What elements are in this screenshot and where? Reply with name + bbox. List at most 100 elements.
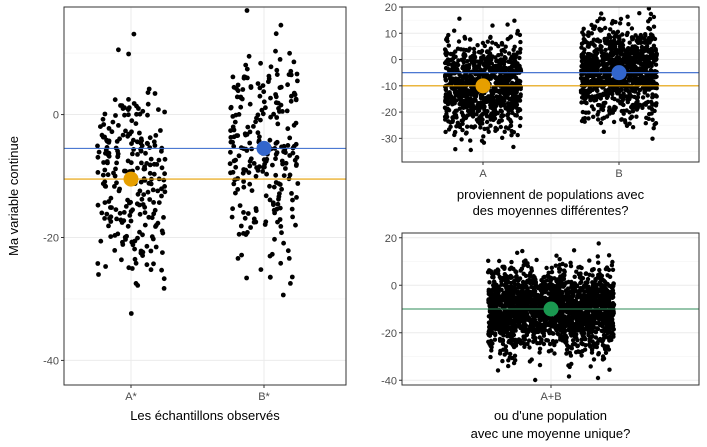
data-point — [228, 135, 234, 140]
data-point — [230, 124, 236, 130]
data-point — [644, 115, 649, 121]
data-point — [104, 159, 110, 164]
data-point — [609, 42, 615, 47]
data-point — [579, 58, 585, 64]
data-point — [537, 300, 542, 306]
data-point — [479, 57, 485, 62]
data-point — [564, 335, 569, 340]
data-point — [295, 181, 301, 186]
data-point — [247, 181, 253, 187]
data-point — [566, 363, 571, 368]
data-point — [493, 41, 499, 47]
data-point — [503, 318, 508, 323]
data-point — [596, 241, 601, 246]
data-point — [548, 279, 553, 284]
data-point — [505, 67, 511, 72]
data-point — [596, 260, 601, 265]
data-point — [113, 166, 118, 172]
data-point — [533, 277, 538, 282]
data-point — [280, 292, 286, 298]
data-point — [278, 102, 284, 108]
data-point — [579, 340, 584, 346]
data-point — [468, 138, 473, 143]
data-point — [552, 351, 557, 356]
data-point — [233, 112, 239, 118]
data-point — [248, 84, 254, 89]
data-point — [148, 267, 154, 273]
data-point — [510, 80, 515, 86]
data-point — [570, 338, 576, 343]
data-point — [606, 347, 612, 352]
data-point — [275, 201, 281, 207]
data-point — [117, 210, 123, 216]
data-point — [106, 199, 112, 204]
data-point — [294, 195, 299, 200]
data-point — [126, 105, 132, 111]
data-point — [525, 263, 531, 269]
data-point — [504, 285, 509, 291]
data-point — [133, 260, 139, 266]
data-point — [247, 101, 253, 107]
data-point — [496, 300, 501, 305]
data-point — [581, 329, 586, 334]
data-point — [159, 193, 164, 199]
data-point — [533, 377, 538, 383]
data-point — [511, 266, 516, 272]
data-point — [599, 11, 604, 16]
data-point — [285, 248, 291, 254]
points-layer — [442, 7, 660, 153]
data-point — [148, 248, 154, 254]
data-point — [561, 284, 566, 289]
data-point — [595, 67, 600, 73]
data-point — [510, 323, 515, 328]
data-point — [506, 363, 511, 369]
data-point — [553, 326, 558, 331]
data-point — [502, 129, 507, 134]
data-point — [586, 116, 591, 121]
data-point — [130, 151, 135, 157]
data-point — [495, 58, 500, 63]
data-point — [497, 338, 503, 343]
data-point — [116, 47, 121, 53]
data-point — [619, 117, 624, 122]
data-point — [486, 129, 491, 134]
data-point — [507, 35, 513, 40]
y-tick-label: -10 — [381, 81, 397, 93]
data-point — [475, 109, 481, 114]
data-point — [138, 179, 144, 185]
data-point — [600, 58, 605, 64]
data-point — [255, 130, 261, 136]
data-point — [517, 123, 523, 129]
data-point — [467, 73, 473, 78]
data-point — [593, 312, 598, 318]
data-point — [598, 336, 603, 342]
data-point — [144, 262, 150, 268]
data-point — [500, 135, 505, 140]
data-point — [573, 325, 578, 330]
data-point — [563, 263, 568, 268]
data-point — [601, 343, 607, 349]
data-point — [485, 270, 491, 275]
data-point — [132, 246, 138, 252]
data-point — [599, 283, 605, 288]
data-point — [508, 123, 513, 129]
data-point — [587, 258, 592, 263]
data-point — [607, 274, 613, 279]
x-tick-label: B* — [258, 391, 270, 403]
data-point — [654, 101, 659, 106]
data-point — [654, 56, 659, 62]
data-point — [285, 143, 291, 148]
data-point — [270, 162, 275, 168]
data-point — [479, 115, 484, 121]
data-point — [158, 128, 163, 133]
data-point — [248, 225, 254, 230]
data-point — [610, 62, 615, 67]
data-point — [535, 292, 540, 298]
data-point — [464, 97, 469, 102]
data-point — [244, 66, 250, 72]
data-point — [273, 180, 279, 185]
data-point — [133, 121, 139, 126]
data-point — [643, 38, 648, 43]
data-point — [477, 63, 482, 68]
data-point — [597, 103, 602, 108]
